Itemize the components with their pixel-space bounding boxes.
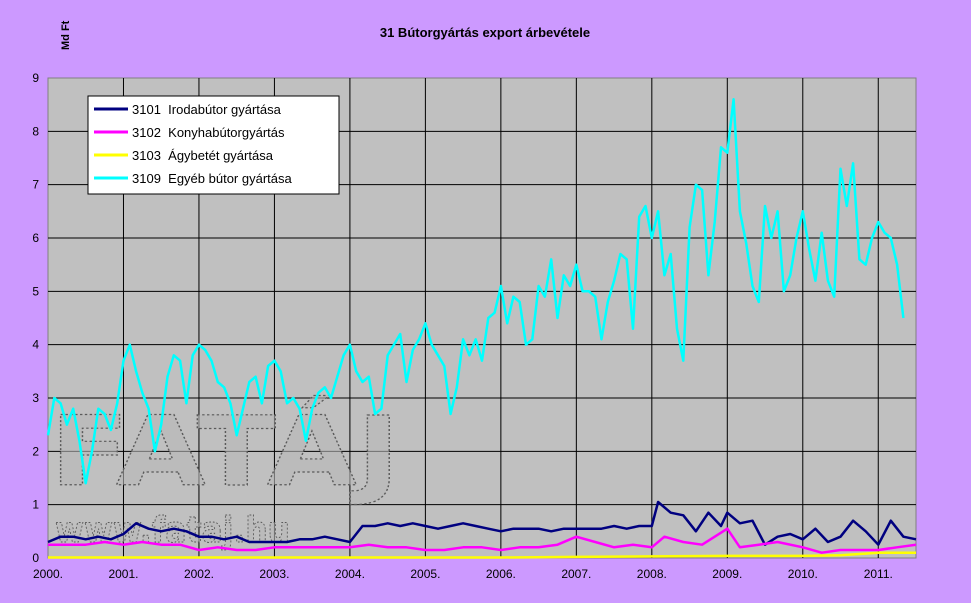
x-axis: 2000. 2001. 2002. 2003. 2004. 2005. 2006. 2007.…: [33, 567, 893, 581]
watermark-logo: FATÁJ: [50, 395, 400, 508]
x-tick-label: 2003.: [259, 567, 289, 581]
y-tick-label: 7: [32, 178, 39, 192]
y-tick-label: 0: [32, 551, 39, 565]
y-tick-label: 6: [32, 231, 39, 245]
y-unit-label: Md Ft: [60, 20, 72, 50]
y-tick-label: 9: [32, 71, 39, 85]
y-tick-label: 2: [32, 444, 39, 458]
legend-label: 3102 Konyhabútorgyártás: [132, 125, 285, 140]
x-tick-label: 2008.: [637, 567, 667, 581]
y-axis: 0 1 2 3 4 5 6 7 8 9: [32, 71, 39, 565]
y-tick-label: 4: [32, 338, 39, 352]
series-line-4: [46, 98, 905, 485]
x-tick-label: 2001.: [108, 567, 138, 581]
x-tick-label: 2009.: [712, 567, 742, 581]
x-tick-label: 2011.: [864, 567, 893, 581]
x-tick-label: 2010.: [788, 567, 818, 581]
series-line-3: [48, 551, 916, 559]
series-line-2: [48, 527, 917, 554]
x-tick-label: 2002.: [184, 567, 214, 581]
series-lines: [46, 98, 917, 559]
x-tick-label: 2007.: [561, 567, 591, 581]
chart-title: 31 Bútorgyártás export árbevétele: [380, 25, 590, 40]
y-tick-label: 8: [32, 124, 39, 138]
legend-box: [87, 95, 340, 195]
legend-label: 3103 Ágybetét gyártása: [132, 148, 274, 163]
x-tick-label: 2006.: [486, 567, 516, 581]
legend: 3101 Irodabútor gyártása 3102 Konyhabútor…: [87, 95, 340, 195]
x-tick-label: 2005.: [410, 567, 440, 581]
x-tick-label: 2000.: [33, 567, 63, 581]
y-tick-label: 5: [32, 284, 39, 298]
x-tick-label: 2004.: [335, 567, 365, 581]
y-tick-label: 3: [32, 391, 39, 405]
legend-label: 3109 Egyéb bútor gyártása: [132, 171, 292, 186]
y-tick-label: 1: [32, 498, 39, 512]
legend-label: 3101 Irodabútor gyártása: [132, 102, 282, 117]
